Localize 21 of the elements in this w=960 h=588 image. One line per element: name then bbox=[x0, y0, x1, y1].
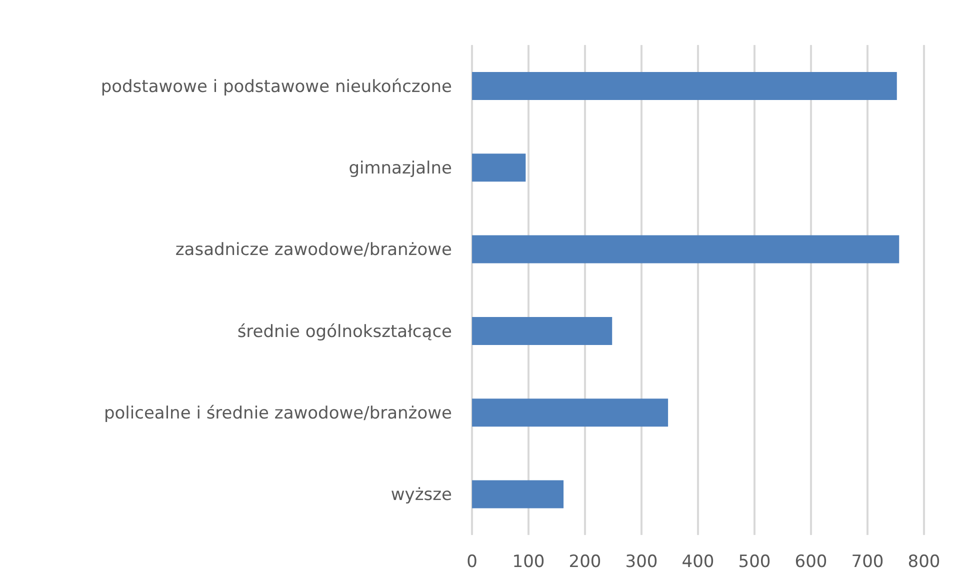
x-tick-label: 700 bbox=[851, 552, 884, 572]
x-tick-label: 500 bbox=[738, 552, 771, 572]
bar bbox=[472, 398, 668, 427]
y-tick-label: policealne i średnie zawodowe/branżowe bbox=[104, 404, 452, 424]
bar bbox=[472, 235, 900, 264]
x-tick-label: 0 bbox=[466, 552, 478, 572]
y-tick-label: wyższe bbox=[390, 485, 452, 506]
x-tick-label: 600 bbox=[794, 552, 828, 572]
x-tick-label: 200 bbox=[568, 552, 602, 572]
y-tick-label: podstawowe i podstawowe nieukończone bbox=[100, 76, 452, 97]
x-tick-label: 100 bbox=[512, 552, 545, 572]
bar bbox=[472, 72, 897, 100]
y-tick-label: zasadnicze zawodowe/branżowe bbox=[175, 240, 452, 260]
x-tick-label: 300 bbox=[625, 552, 658, 572]
y-tick-label: gimnazjalne bbox=[348, 158, 452, 179]
x-tick-label: 800 bbox=[908, 552, 940, 572]
bar bbox=[472, 154, 526, 182]
bar bbox=[472, 480, 564, 508]
x-tick-label: 400 bbox=[682, 552, 714, 572]
bar bbox=[472, 316, 612, 345]
y-tick-label: średnie ogólnokształcące bbox=[237, 322, 452, 342]
